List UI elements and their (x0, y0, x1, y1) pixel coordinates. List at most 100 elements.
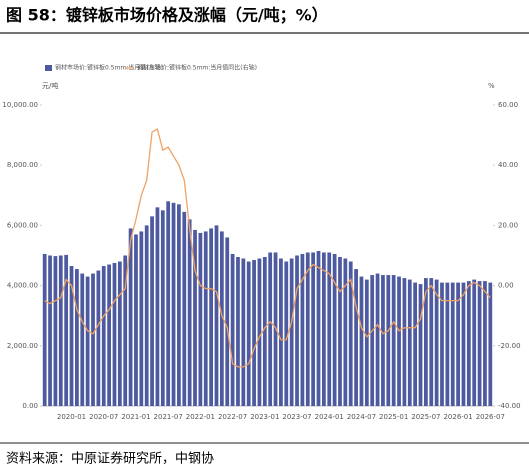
bar (48, 255, 52, 406)
bar (338, 257, 342, 406)
bar (289, 258, 294, 406)
bar (101, 266, 106, 406)
bar (295, 255, 299, 406)
bar (397, 276, 401, 406)
y2-tick-label: -40.00 (498, 402, 521, 410)
bar (236, 257, 240, 406)
bar (402, 278, 407, 406)
bar (69, 266, 74, 406)
source: 资料来源：中原证券研究所，中钢协 (6, 451, 214, 467)
bar (300, 253, 305, 406)
x-tick-label: 2020-01 (57, 413, 86, 421)
bar (230, 253, 235, 406)
x-tick-label: 2020-07 (89, 413, 118, 421)
bar (166, 201, 171, 406)
bar (64, 254, 69, 406)
bar (472, 279, 477, 406)
bar (354, 269, 358, 406)
legend-label: 钢材市场价:镀锌板0.5mm:当月值(左轴) (55, 64, 163, 72)
bar (219, 231, 224, 406)
bar (187, 219, 192, 406)
bar (53, 256, 58, 406)
y-tick-label: 2,000.00 (7, 342, 38, 350)
bar (321, 252, 326, 406)
bar (370, 275, 375, 406)
bar (75, 269, 79, 406)
bar (332, 253, 337, 406)
y2-tick-label: 20.00 (498, 221, 518, 229)
bar (407, 279, 412, 406)
bar (424, 278, 428, 406)
bar (155, 207, 160, 406)
bar (483, 281, 487, 406)
line (44, 128, 491, 368)
bar (182, 211, 187, 406)
bar (134, 234, 138, 406)
bar (128, 228, 133, 406)
bar (381, 275, 385, 406)
x-tick-label: 2023-01 (250, 413, 279, 421)
bar (262, 257, 267, 406)
bar (477, 281, 482, 406)
bar (42, 253, 47, 406)
bar (144, 225, 149, 406)
y-tick-label: 0.00 (22, 402, 38, 410)
y-tick-label: 4,000.00 (7, 282, 38, 290)
y2-tick-label: -20.00 (498, 342, 521, 350)
bar (359, 276, 364, 406)
bar (279, 258, 283, 406)
legend-swatch (45, 65, 52, 71)
bar (327, 252, 332, 406)
x-tick-label: 2022-07 (218, 413, 247, 421)
x-tick-label: 2026-07 (476, 413, 505, 421)
y2-unit: % (488, 82, 495, 90)
bar (488, 282, 493, 406)
x-tick-label: 2021-01 (121, 413, 150, 421)
bar (305, 252, 310, 406)
bar (150, 216, 154, 406)
x-tick-label: 2023-07 (282, 413, 311, 421)
bar (198, 232, 203, 406)
bar (246, 261, 251, 406)
bar (311, 252, 316, 406)
bar (284, 261, 289, 406)
bar (177, 204, 181, 406)
x-tick-label: 2025-01 (379, 413, 408, 421)
bar (391, 275, 396, 406)
bar (429, 278, 434, 406)
bar (117, 261, 122, 406)
bar (112, 263, 117, 406)
bar (107, 264, 111, 406)
bar (85, 276, 90, 406)
x-tick-label: 2024-07 (347, 413, 376, 421)
bar (193, 229, 197, 406)
bar (209, 228, 214, 406)
bar (96, 270, 101, 406)
bar (348, 261, 353, 406)
x-tick-label: 2022-01 (186, 413, 215, 421)
bar (456, 282, 460, 406)
y-tick-label: 10,000.00 (2, 101, 38, 109)
chart-title: 图 58：镀锌板市场价格及涨幅（元/吨；%） (6, 6, 328, 25)
bar (123, 255, 128, 406)
bar (466, 281, 471, 406)
bar (91, 273, 95, 406)
x-tick-label: 2025-07 (411, 413, 440, 421)
y-tick-label: 6,000.00 (7, 221, 38, 229)
bar (445, 282, 450, 406)
bar (375, 273, 380, 406)
bar (203, 231, 208, 406)
bar (241, 258, 246, 406)
bar (160, 210, 165, 406)
x-tick-label: 2021-07 (154, 413, 183, 421)
y2-tick-label: 0.00 (498, 282, 514, 290)
bar (418, 284, 423, 406)
x-tick-label: 2024-01 (315, 413, 344, 421)
y-unit: 元/吨 (42, 81, 58, 90)
bar (257, 258, 262, 406)
bar (214, 225, 219, 406)
bar (434, 279, 439, 406)
legend-label: 钢材市场价:镀锌板0.5mm:当月值同比(右轴) (137, 64, 257, 72)
y2-tick-label: 60.00 (498, 101, 518, 109)
